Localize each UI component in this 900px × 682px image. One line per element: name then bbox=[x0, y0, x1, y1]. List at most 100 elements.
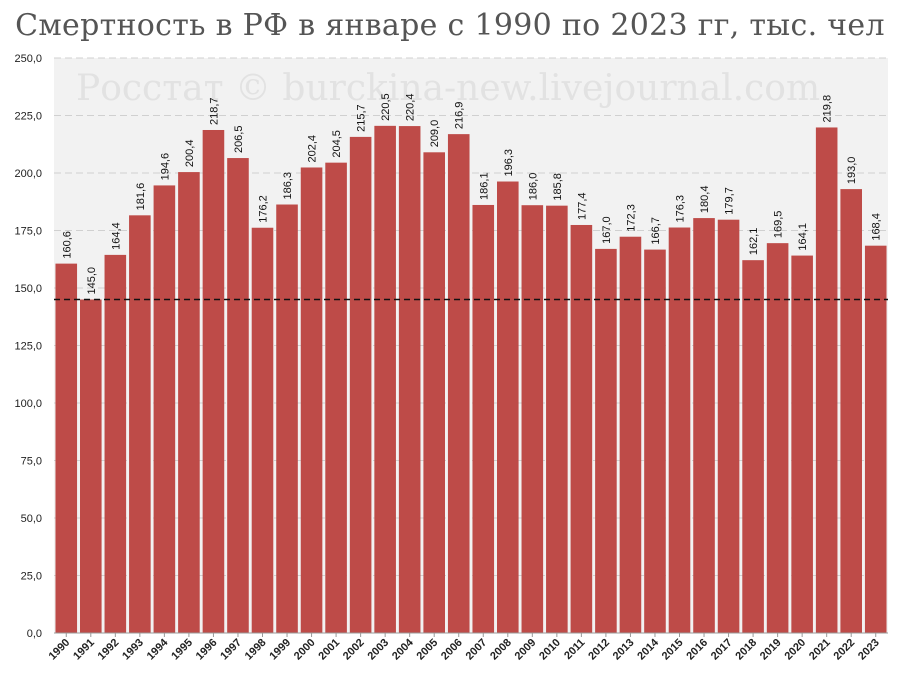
value-label: 180,4 bbox=[699, 186, 711, 214]
x-tick-label: 2014 bbox=[635, 636, 661, 662]
value-label: 204,5 bbox=[331, 130, 343, 158]
bar bbox=[374, 125, 396, 633]
bar bbox=[423, 152, 445, 634]
y-axis-ticks: 0,0 25,0 50,0 75,0 100,0 125,0 150,0 175,0 200,0… bbox=[14, 53, 42, 640]
value-label: 196,3 bbox=[503, 149, 515, 177]
bar bbox=[595, 248, 617, 633]
x-tick-label: 2018 bbox=[733, 637, 759, 663]
bar bbox=[840, 189, 862, 633]
x-tick-label: 1990 bbox=[47, 637, 73, 663]
value-label: 202,4 bbox=[307, 135, 319, 163]
value-label: 168,4 bbox=[871, 213, 883, 241]
x-axis-ticks: 1990199119921993199419951996199719981999… bbox=[47, 633, 882, 662]
x-tick-label: 1992 bbox=[96, 637, 122, 663]
value-label: 176,2 bbox=[258, 195, 270, 223]
value-label: 200,4 bbox=[184, 140, 196, 168]
x-tick-label: 1998 bbox=[243, 637, 269, 663]
bar bbox=[717, 219, 740, 633]
x-tick-label: 1991 bbox=[71, 637, 97, 663]
bar bbox=[276, 204, 298, 633]
x-tick-label: 2006 bbox=[439, 637, 465, 663]
bar bbox=[864, 245, 887, 633]
value-label: 176,3 bbox=[675, 195, 687, 223]
bar bbox=[693, 218, 715, 633]
x-tick-label: 1997 bbox=[218, 637, 244, 663]
x-tick-label: 2017 bbox=[709, 637, 735, 663]
value-label: 193,0 bbox=[846, 157, 858, 185]
value-label: 169,5 bbox=[773, 211, 785, 239]
value-label: 177,4 bbox=[576, 192, 588, 220]
bar bbox=[472, 204, 495, 633]
x-tick-label: 1999 bbox=[267, 637, 293, 663]
value-label: 186,1 bbox=[478, 172, 490, 200]
value-label: 172,3 bbox=[625, 204, 637, 232]
bar bbox=[742, 260, 764, 633]
chart-title: Смертность в РФ в январе с 1990 по 2023 … bbox=[15, 8, 885, 43]
x-tick-label: 1994 bbox=[145, 636, 171, 662]
y-tick-label: 175,0 bbox=[14, 226, 42, 238]
value-label: 186,0 bbox=[527, 173, 539, 201]
x-tick-label: 2011 bbox=[562, 637, 587, 662]
value-label: 145,0 bbox=[86, 267, 98, 295]
value-label: 164,4 bbox=[110, 222, 122, 250]
x-tick-label: 2002 bbox=[341, 637, 367, 663]
y-tick-label: 150,0 bbox=[14, 283, 42, 295]
bar bbox=[766, 243, 789, 633]
x-tick-label: 2020 bbox=[782, 637, 808, 663]
bar bbox=[815, 127, 838, 634]
value-label: 162,1 bbox=[748, 228, 760, 256]
value-label: 220,4 bbox=[405, 94, 417, 122]
watermark: Росстат © burckina-new.livejournal.com bbox=[76, 68, 820, 109]
bar bbox=[300, 167, 323, 634]
value-label: 194,6 bbox=[159, 153, 171, 181]
bar bbox=[497, 181, 519, 633]
x-tick-label: 2016 bbox=[684, 637, 710, 663]
bar bbox=[447, 134, 470, 633]
x-tick-label: 2005 bbox=[415, 637, 441, 663]
bar bbox=[227, 158, 249, 634]
y-tick-label: 225,0 bbox=[14, 111, 42, 123]
y-tick-label: 125,0 bbox=[14, 341, 42, 353]
bar bbox=[668, 227, 691, 633]
bar bbox=[178, 172, 200, 633]
value-label: 164,1 bbox=[797, 223, 809, 251]
y-tick-label: 0,0 bbox=[27, 628, 42, 640]
bar bbox=[104, 254, 127, 633]
bar bbox=[251, 227, 274, 634]
x-tick-label: 2010 bbox=[537, 637, 563, 663]
bar bbox=[570, 224, 593, 634]
value-label: 167,0 bbox=[601, 216, 613, 244]
value-label: 218,7 bbox=[208, 97, 220, 125]
value-label: 219,8 bbox=[822, 95, 834, 123]
bar bbox=[644, 249, 666, 633]
bar bbox=[325, 162, 347, 633]
x-tick-label: 2004 bbox=[390, 636, 416, 662]
value-label: 216,9 bbox=[454, 102, 466, 130]
y-tick-label: 50,0 bbox=[21, 513, 42, 525]
y-tick-label: 100,0 bbox=[14, 398, 42, 410]
bar bbox=[349, 136, 372, 633]
y-tick-label: 75,0 bbox=[21, 456, 42, 468]
bar bbox=[129, 215, 151, 633]
bar bbox=[80, 299, 102, 633]
bar bbox=[153, 185, 176, 634]
value-labels: 160,6 145,0 164,4 181,6 194,6 200,4 218,7 206,5… bbox=[61, 93, 882, 294]
bar bbox=[202, 129, 225, 634]
value-label: 181,6 bbox=[135, 183, 147, 211]
bar bbox=[791, 255, 813, 633]
value-label: 179,7 bbox=[724, 187, 736, 215]
y-tick-label: 25,0 bbox=[21, 571, 42, 583]
x-tick-label: 2000 bbox=[292, 637, 318, 663]
value-label: 185,8 bbox=[552, 173, 564, 201]
value-label: 186,3 bbox=[282, 172, 294, 200]
x-tick-label: 1996 bbox=[194, 637, 220, 663]
x-tick-label: 1995 bbox=[169, 637, 195, 663]
x-tick-label: 2001 bbox=[316, 637, 342, 663]
x-tick-label: 2003 bbox=[365, 637, 391, 663]
x-tick-label: 2009 bbox=[513, 637, 539, 663]
x-tick-label: 1993 bbox=[120, 637, 146, 663]
value-label: 220,5 bbox=[380, 93, 392, 121]
bar bbox=[546, 205, 568, 633]
x-tick-label: 2008 bbox=[488, 637, 514, 663]
